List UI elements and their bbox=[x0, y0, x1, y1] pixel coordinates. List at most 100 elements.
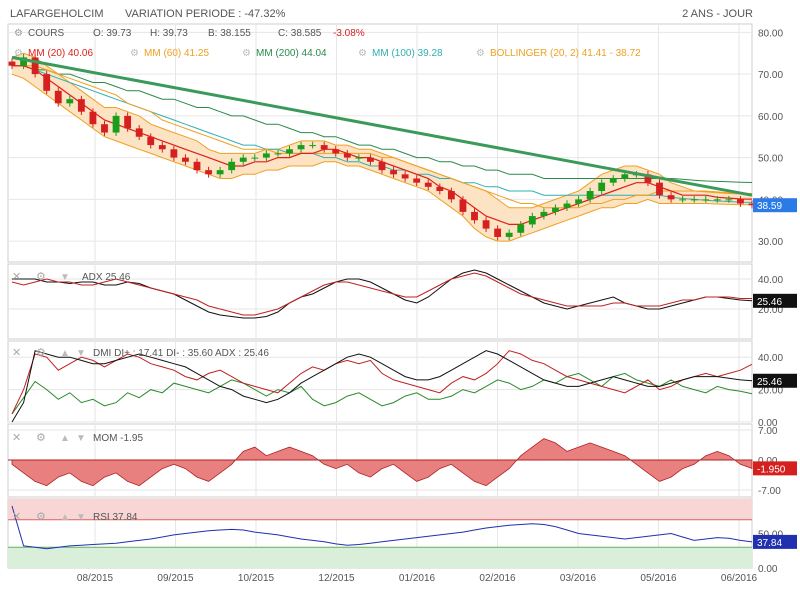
x-tick-label: 02/2016 bbox=[479, 573, 516, 584]
candle bbox=[621, 174, 629, 179]
candle bbox=[540, 211, 548, 217]
candle bbox=[471, 211, 478, 221]
x-tick-label: 08/2015 bbox=[77, 573, 114, 584]
candle bbox=[77, 99, 85, 112]
candle bbox=[193, 161, 201, 171]
high-value: H: 39.73 bbox=[150, 28, 188, 39]
move-down-icon: ▼ bbox=[76, 512, 86, 523]
gear-icon: ⚙ bbox=[130, 48, 139, 59]
candle bbox=[748, 203, 756, 206]
rsi-badge bbox=[753, 534, 797, 549]
gear-icon: ⚙ bbox=[14, 48, 23, 59]
candle bbox=[124, 115, 132, 129]
y-tick-label: 20.00 bbox=[758, 386, 783, 397]
candle bbox=[332, 149, 340, 154]
candle bbox=[725, 199, 733, 201]
candle bbox=[575, 199, 582, 204]
x-tick-label: 06/2016 bbox=[721, 573, 758, 584]
adx-series-line bbox=[11, 272, 752, 316]
mm100-legend: MM (100) 39.28 bbox=[372, 48, 443, 59]
candle bbox=[31, 57, 39, 75]
gear-icon: ⚙ bbox=[242, 48, 251, 59]
close-icon: ✕ bbox=[12, 432, 21, 444]
period-label: 2 ANS - JOUR bbox=[682, 8, 753, 20]
gear-icon: ⚙ bbox=[358, 48, 367, 59]
candle bbox=[413, 178, 421, 183]
dmi-badge-value: 25.46 bbox=[757, 377, 782, 388]
y-tick-label: 50.00 bbox=[758, 154, 783, 165]
candle bbox=[482, 220, 490, 229]
candle bbox=[656, 182, 663, 196]
mm60-legend: MM (60) 41.25 bbox=[144, 48, 209, 59]
rsi-line bbox=[11, 505, 753, 550]
candle bbox=[355, 157, 363, 159]
adx-badge bbox=[753, 293, 797, 308]
x-tick-label: 09/2015 bbox=[157, 573, 194, 584]
dmi-badge bbox=[753, 373, 797, 388]
bollinger-upper-line bbox=[11, 52, 753, 209]
mom-badge-value: -1.950 bbox=[757, 464, 786, 475]
candle bbox=[216, 170, 224, 175]
rsi-badge-value: 37.84 bbox=[757, 538, 782, 549]
gear-icon: ⚙ bbox=[476, 48, 485, 59]
x-tick-label: 10/2015 bbox=[238, 573, 275, 584]
price-badge bbox=[753, 198, 797, 213]
candle bbox=[737, 199, 744, 204]
mm200-line bbox=[12, 65, 753, 183]
bollinger-legend: BOLLINGER (20, 2) 41.41 - 38.72 bbox=[490, 48, 641, 59]
y-tick-label: 7.00 bbox=[758, 426, 778, 437]
bollinger-lower-line bbox=[11, 73, 753, 242]
variation-label: VARIATION PERIODE : -47.32% bbox=[125, 8, 286, 20]
candle bbox=[170, 149, 178, 158]
x-tick-label: 03/2016 bbox=[560, 573, 597, 584]
y-tick-label: 60.00 bbox=[758, 112, 783, 123]
candle bbox=[297, 145, 305, 150]
open-value: O: 39.73 bbox=[93, 28, 132, 39]
change-value: -3.08% bbox=[333, 28, 365, 39]
candle bbox=[517, 224, 525, 233]
candle bbox=[135, 128, 143, 137]
candle bbox=[251, 157, 259, 159]
x-tick-label: 12/2015 bbox=[318, 573, 355, 584]
mm60-line bbox=[12, 65, 753, 209]
candle bbox=[182, 157, 189, 162]
gear-icon: ⚙ bbox=[36, 511, 46, 523]
y-tick-label: 40.00 bbox=[758, 353, 783, 364]
rsi-overbought-zone bbox=[8, 499, 752, 520]
y-tick-label: 20.00 bbox=[758, 305, 783, 316]
mm200-legend: MM (200) 44.04 bbox=[256, 48, 327, 59]
candle bbox=[702, 199, 710, 201]
candle bbox=[609, 178, 617, 183]
y-tick-label: 80.00 bbox=[758, 28, 783, 39]
candle bbox=[598, 182, 606, 192]
dmi-series-line bbox=[11, 372, 753, 415]
candle bbox=[505, 232, 513, 237]
gear-icon: ⚙ bbox=[36, 271, 46, 283]
cours-label: COURS bbox=[28, 28, 64, 39]
y-tick-label: -7.00 bbox=[758, 486, 781, 497]
candle bbox=[713, 199, 721, 201]
y-tick-label: 30.00 bbox=[758, 237, 783, 248]
indicator-label: RSI 37.84 bbox=[93, 512, 138, 523]
move-down-icon: ▼ bbox=[76, 348, 86, 359]
price-badge-value: 38.59 bbox=[757, 201, 782, 212]
candle bbox=[424, 182, 432, 187]
candle bbox=[54, 90, 62, 104]
adx-panel bbox=[7, 263, 753, 340]
close-icon: ✕ bbox=[12, 511, 21, 523]
candle bbox=[205, 170, 212, 175]
y-tick-label: 0.00 bbox=[758, 564, 778, 575]
y-tick-label: 40.00 bbox=[758, 275, 783, 286]
candle bbox=[644, 174, 652, 183]
candle bbox=[101, 124, 108, 133]
indicator-label: DMI DI+ : 17.41 DI- : 35.60 ADX : 25.46 bbox=[93, 348, 269, 359]
y-tick-label: 70.00 bbox=[758, 70, 783, 81]
x-tick-label: 05/2016 bbox=[640, 573, 677, 584]
momentum-area bbox=[11, 438, 753, 487]
x-tick-label: 01/2016 bbox=[399, 573, 436, 584]
move-down-icon: ▼ bbox=[60, 272, 70, 283]
move-down-icon: ▼ bbox=[76, 433, 86, 444]
candle bbox=[447, 191, 455, 200]
candle bbox=[158, 145, 166, 150]
